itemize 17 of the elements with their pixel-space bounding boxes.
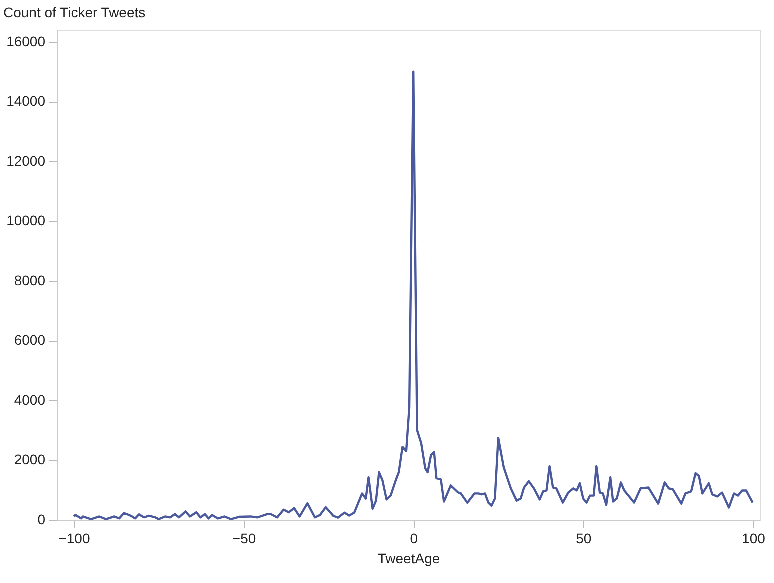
y-tick-label: 10000 bbox=[6, 212, 46, 229]
x-tick-label: 100 bbox=[742, 530, 766, 546]
y-tick-label: 6000 bbox=[14, 332, 46, 348]
y-tick-label: 12000 bbox=[6, 152, 46, 169]
y-tick-label: 8000 bbox=[14, 272, 46, 288]
x-tick-label: −50 bbox=[232, 530, 256, 546]
y-axis-title: Count of Ticker Tweets bbox=[4, 4, 146, 20]
y-tick-label: 2000 bbox=[14, 452, 46, 468]
y-tick-label: 14000 bbox=[6, 93, 46, 110]
x-tick-label: 0 bbox=[410, 530, 418, 546]
x-tick-label: −100 bbox=[58, 530, 90, 546]
y-tick-label: 0 bbox=[38, 512, 46, 528]
x-tick-label: 50 bbox=[576, 530, 592, 546]
y-tick-label: 4000 bbox=[14, 392, 46, 408]
line-series bbox=[72, 70, 754, 520]
y-tick-label: 16000 bbox=[6, 33, 46, 50]
x-axis-title: TweetAge bbox=[378, 550, 440, 566]
